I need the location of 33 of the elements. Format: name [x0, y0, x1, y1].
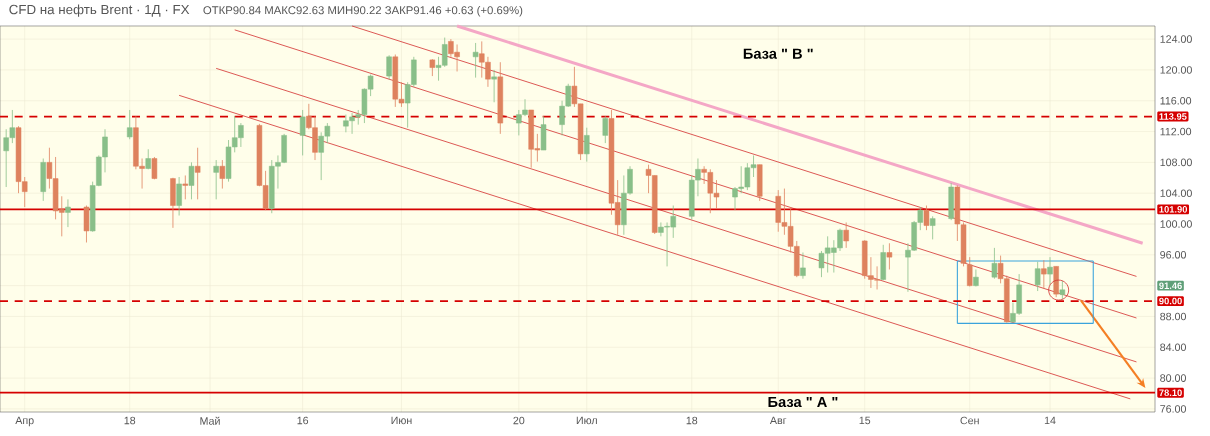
- y-tick-label: 80.00: [1160, 374, 1186, 382]
- y-tick-label: 124.00: [1160, 35, 1192, 43]
- x-tick-label: Май: [200, 416, 220, 425]
- text: 91.46: [1159, 282, 1182, 289]
- x-tick-label: Апр: [15, 416, 34, 427]
- ref-line-label: 113.95: [1159, 113, 1187, 120]
- annotation: База " В ": [743, 48, 813, 59]
- y-tick-label: 76.00: [1160, 405, 1186, 413]
- y-tick-label: 88.00: [1160, 312, 1186, 321]
- x-tick-label: 14: [1044, 416, 1056, 425]
- y-tick-label: 84.00: [1160, 343, 1186, 352]
- ref-line-label: 101.90: [1159, 206, 1188, 213]
- x-tick-label: 18: [124, 416, 136, 425]
- annotation: База " А ": [768, 396, 838, 408]
- y-tick-label: 108.00: [1160, 158, 1192, 167]
- x-tick-label: 16: [297, 416, 309, 425]
- x-tick-label: Авг: [769, 416, 787, 425]
- x-tick-label: Июн: [391, 416, 412, 425]
- chart-title: CFD на нефть Brent · 1Д · FX: [9, 4, 190, 17]
- x-tick-label: 20: [513, 416, 525, 425]
- y-tick-label: 96.00: [1160, 251, 1186, 259]
- y-tick-label: 120.00: [1160, 66, 1192, 74]
- x-tick-label: Сен: [960, 416, 979, 425]
- x-tick-label: 18: [686, 416, 698, 425]
- ref-line-label: 78.10: [1159, 389, 1182, 397]
- chart-subtitle: ОТКР90.84 МАКС92.63 МИН90.22 ЗАКР91.46 +0.63 (+0.69%): [203, 5, 523, 17]
- x-tick-label: Июл: [576, 416, 597, 425]
- ref-line-label: 90.00: [1159, 297, 1182, 305]
- y-tick-label: 116.00: [1160, 96, 1192, 105]
- y-tick-label: 100.00: [1160, 220, 1192, 228]
- x-tick-label: 15: [859, 416, 871, 425]
- y-tick-label: 104.00: [1160, 189, 1192, 197]
- y-tick-label: 112.00: [1160, 127, 1192, 136]
